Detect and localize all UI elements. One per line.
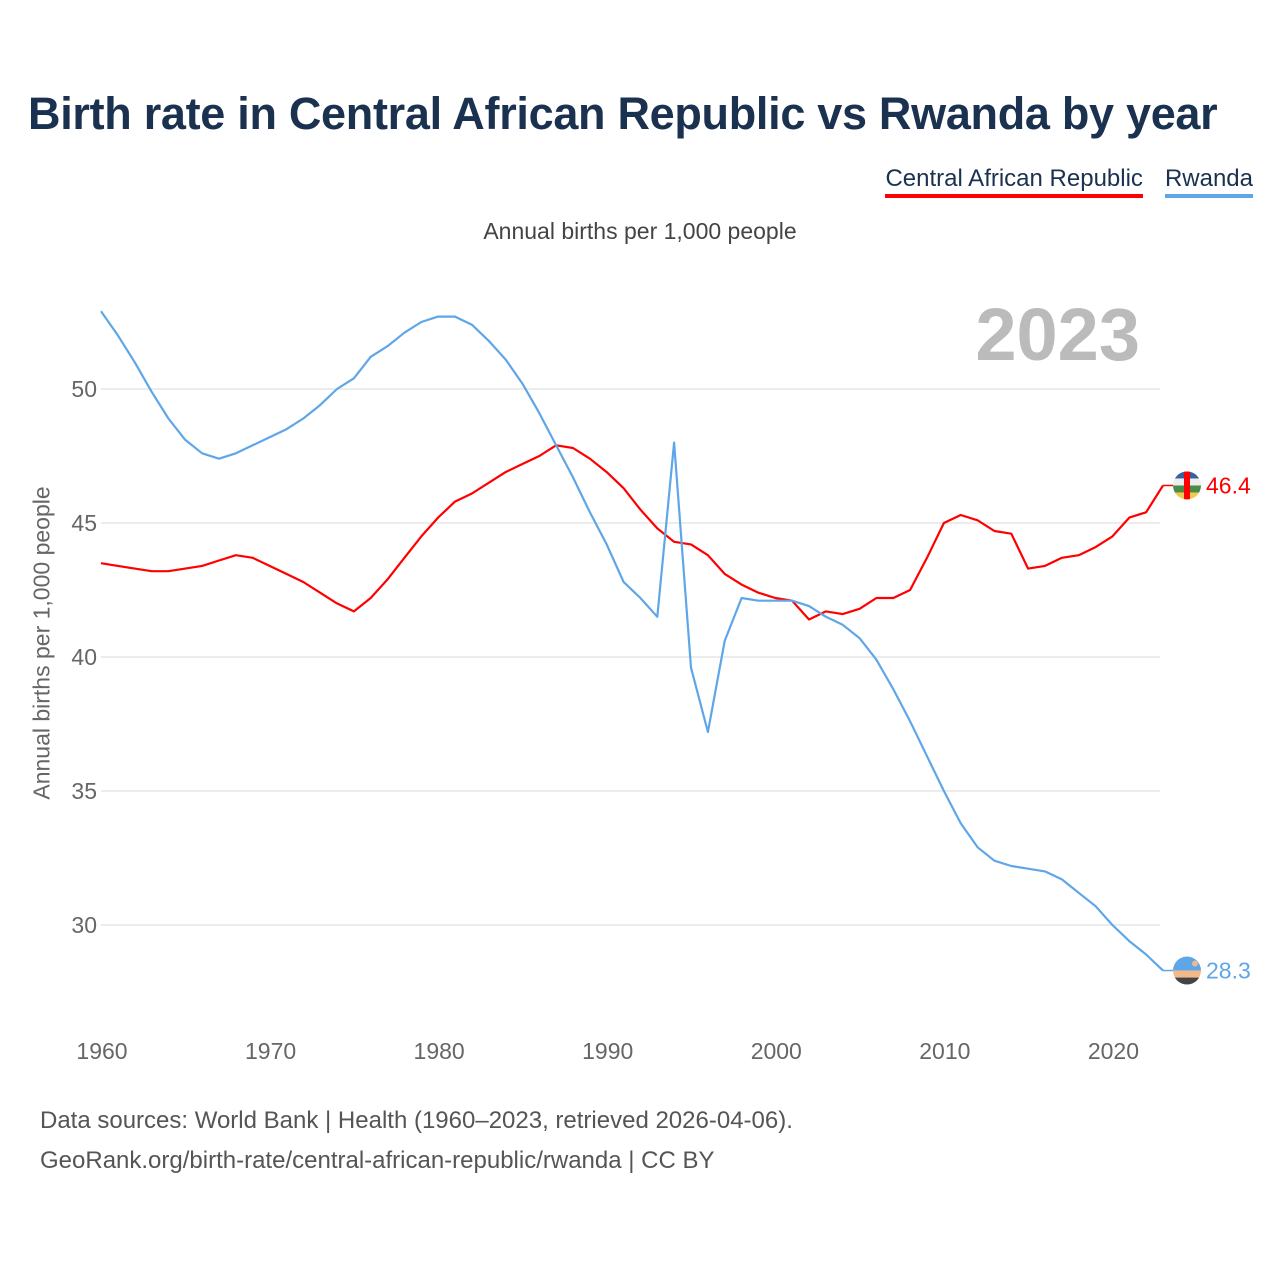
flag-icon: [1173, 956, 1201, 985]
y-tick-label: 45: [71, 510, 97, 536]
end-value-label: 46.4: [1206, 472, 1251, 498]
legend: Central African Republic Rwanda: [885, 165, 1253, 198]
x-tick-label: 2000: [751, 1038, 802, 1064]
flag-icon: [1173, 471, 1201, 500]
y-tick-label: 35: [71, 778, 97, 804]
legend-item-rwanda[interactable]: Rwanda: [1164, 165, 1253, 198]
current-year-label: 2023: [975, 293, 1140, 376]
x-tick-label: 2020: [1088, 1038, 1139, 1064]
chart-subtitle: Annual births per 1,000 people: [483, 218, 797, 244]
x-tick-label: 1960: [76, 1038, 127, 1064]
series-line-central-african-republic[interactable]: [100, 444, 1164, 621]
x-tick-label: 2010: [919, 1038, 970, 1064]
end-value-label: 28.3: [1206, 958, 1251, 984]
x-tick-label: 1970: [245, 1038, 296, 1064]
legend-item-central-african-republic[interactable]: Central African Republic: [885, 165, 1143, 198]
footer-url[interactable]: GeoRank.org/birth-rate/central-african-r…: [40, 1147, 715, 1174]
footer-sources: Data sources: World Bank | Health (1960–…: [40, 1107, 793, 1134]
series-line-rwanda[interactable]: [100, 310, 1164, 972]
y-tick-label: 40: [71, 644, 97, 670]
x-tick-label: 1990: [582, 1038, 633, 1064]
x-tick-label: 1980: [414, 1038, 465, 1064]
chart-title: Birth rate in Central African Republic v…: [28, 88, 1218, 139]
y-tick-label: 30: [71, 912, 97, 938]
y-tick-label: 50: [71, 376, 97, 402]
